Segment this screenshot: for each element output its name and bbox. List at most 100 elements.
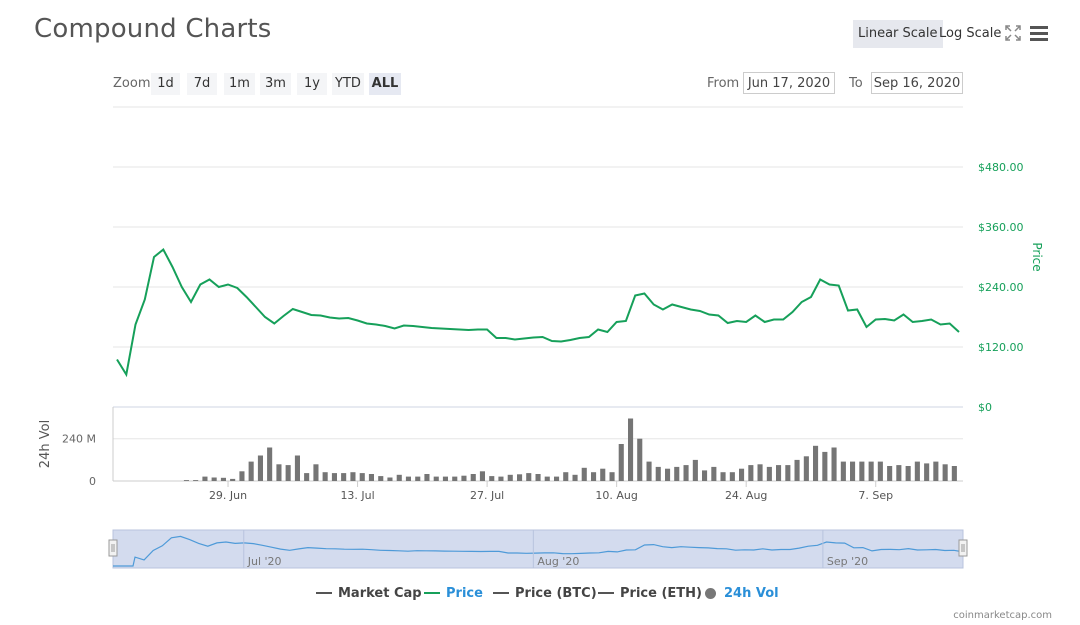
- price-tick-label: $360.00: [978, 221, 1024, 234]
- volume-bar: [868, 461, 874, 481]
- zoom-1y-button[interactable]: 1y: [297, 73, 327, 95]
- linear-scale-button[interactable]: Linear Scale: [853, 20, 943, 48]
- zoom-7d-button[interactable]: 7d: [187, 73, 217, 95]
- volume-bar: [183, 480, 189, 481]
- volume-bar: [692, 459, 698, 481]
- zoom-all-button[interactable]: ALL: [369, 73, 401, 95]
- volume-bar: [887, 466, 893, 481]
- volume-tick-label: 0: [89, 475, 96, 488]
- log-scale-button[interactable]: Log Scale: [939, 26, 1002, 41]
- volume-bar: [757, 464, 763, 481]
- volume-bar: [572, 474, 578, 481]
- zoom-label: Zoom: [113, 76, 151, 91]
- navigator-window: [112, 529, 964, 569]
- zoom-1d-button[interactable]: 1d: [151, 73, 180, 95]
- volume-bar: [794, 459, 800, 481]
- navigator[interactable]: Jul '20 Aug '20 Sep '20: [108, 529, 968, 569]
- x-tick-label: 10. Aug: [595, 489, 637, 502]
- legend-price[interactable]: Price: [424, 584, 483, 602]
- volume-bar: [322, 472, 328, 481]
- volume-bar: [220, 477, 226, 481]
- volume-bar: [526, 473, 532, 481]
- from-label: From: [707, 76, 740, 91]
- volume-bar: [813, 445, 819, 481]
- volume-bar: [591, 472, 597, 481]
- zoom-ytd-button[interactable]: YTD: [332, 73, 364, 95]
- legend-market-cap[interactable]: Market Cap: [316, 584, 422, 602]
- volume-bar: [304, 473, 310, 481]
- x-tick-label: 24. Aug: [725, 489, 767, 502]
- volume-bar: [415, 476, 421, 481]
- volume-bar: [470, 474, 476, 481]
- volume-bar: [711, 466, 717, 481]
- volume-bar: [405, 476, 411, 481]
- legend-price-btc[interactable]: Price (BTC): [493, 584, 597, 602]
- legend-line-icon: [598, 592, 614, 594]
- navigator-label: Sep '20: [827, 555, 868, 568]
- volume-bar: [831, 447, 837, 481]
- price-tick-label: $240.00: [978, 281, 1024, 294]
- volume-bar: [507, 474, 513, 481]
- navigator-handle[interactable]: [958, 539, 968, 557]
- from-date-input[interactable]: Jun 17, 2020: [743, 72, 835, 94]
- hamburger-menu-icon[interactable]: [1028, 22, 1050, 44]
- volume-bar: [341, 473, 347, 481]
- volume-bar: [230, 478, 236, 481]
- zoom-3m-button[interactable]: 3m: [260, 73, 291, 95]
- volume-bar: [563, 472, 569, 481]
- volume-bar: [517, 474, 523, 481]
- volume-bar: [942, 464, 948, 481]
- volume-bar: [655, 466, 661, 481]
- volume-bar: [905, 466, 911, 481]
- volume-bar: [822, 451, 828, 481]
- legend-label: Price: [446, 585, 483, 601]
- volume-bar: [535, 474, 541, 481]
- volume-bar: [239, 471, 245, 481]
- volume-bar: [294, 455, 300, 481]
- legend-line-icon: [316, 592, 332, 594]
- volume-bar: [285, 465, 291, 481]
- volume-bar: [729, 472, 735, 481]
- page-title: Compound Charts: [34, 14, 272, 44]
- volume-bar: [859, 461, 865, 481]
- volume-bar: [387, 477, 393, 481]
- volume-bar: [628, 418, 634, 481]
- volume-bar: [609, 472, 615, 481]
- volume-bar: [313, 464, 319, 481]
- legend-24h-vol[interactable]: 24h Vol: [705, 584, 779, 602]
- volume-bar: [442, 476, 448, 481]
- volume-bar: [202, 476, 208, 481]
- volume-bar: [581, 467, 587, 481]
- volume-bar: [248, 461, 254, 481]
- legend-line-icon: [424, 592, 440, 594]
- navigator-handle[interactable]: [108, 539, 118, 557]
- volume-bar: [331, 473, 337, 481]
- x-tick-label: 13. Jul: [340, 489, 374, 502]
- volume-bar: [267, 447, 273, 481]
- volume-bar: [618, 444, 624, 481]
- price-tick-label: $0: [978, 401, 992, 414]
- legend-line-icon: [493, 592, 509, 594]
- volume-bar: [554, 476, 560, 481]
- credit-link[interactable]: coinmarketcap.com: [953, 610, 1052, 621]
- volume-bar: [544, 476, 550, 481]
- volume-axis-title: 24h Vol: [38, 420, 53, 468]
- navigator-label: Jul '20: [247, 555, 282, 568]
- volume-bar: [498, 476, 504, 481]
- volume-bar: [276, 464, 282, 481]
- price-axis-title: Price: [1030, 242, 1044, 271]
- zoom-1m-button[interactable]: 1m: [224, 73, 255, 95]
- volume-bar: [461, 475, 467, 481]
- volume-bar: [665, 468, 671, 481]
- volume-tick-label: 240 M: [62, 433, 96, 446]
- legend-price-eth[interactable]: Price (ETH): [598, 584, 702, 602]
- volume-bar: [720, 472, 726, 481]
- volume-bar: [433, 476, 439, 481]
- legend-label: 24h Vol: [724, 585, 779, 601]
- fullscreen-icon[interactable]: [1002, 22, 1024, 44]
- to-date-input[interactable]: Sep 16, 2020: [871, 72, 963, 94]
- price-tick-label: $120.00: [978, 341, 1024, 354]
- volume-bar: [378, 476, 384, 481]
- volume-bar: [452, 476, 458, 481]
- price-tick-label: $480.00: [978, 161, 1024, 174]
